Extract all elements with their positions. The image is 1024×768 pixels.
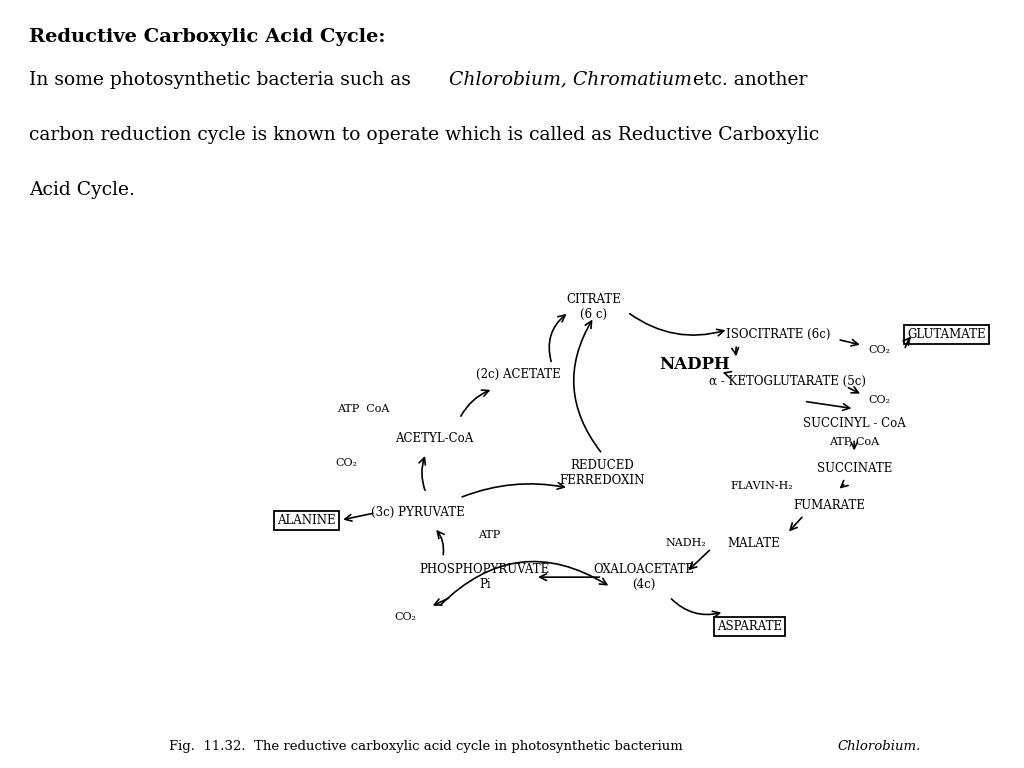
Text: SUCCINYL - CoA: SUCCINYL - CoA [803, 417, 905, 430]
Text: CO₂: CO₂ [335, 458, 357, 468]
Text: Chlorobium, Chromatium: Chlorobium, Chromatium [449, 71, 692, 88]
Text: Reductive Carboxylic Acid Cycle:: Reductive Carboxylic Acid Cycle: [29, 28, 385, 46]
Text: REDUCED
FERREDOXIN: REDUCED FERREDOXIN [560, 459, 645, 487]
Text: Fig.  11.32.  The reductive carboxylic acid cycle in photosynthetic bacterium: Fig. 11.32. The reductive carboxylic aci… [169, 740, 687, 753]
Text: CO₂: CO₂ [868, 395, 891, 405]
Text: CITRATE
(6 c): CITRATE (6 c) [566, 293, 622, 321]
Text: α - KETOGLUTARATE (5c): α - KETOGLUTARATE (5c) [709, 375, 865, 388]
Text: GLUTAMATE: GLUTAMATE [907, 328, 986, 341]
Text: NADH₂: NADH₂ [666, 538, 707, 548]
Text: (3c) PYRUVATE: (3c) PYRUVATE [371, 506, 465, 519]
Text: etc. another: etc. another [687, 71, 808, 88]
Text: NADPH: NADPH [659, 356, 730, 372]
Text: ATP  CoA: ATP CoA [337, 404, 389, 414]
Text: ASPARATE: ASPARATE [717, 621, 781, 633]
Text: ALANINE: ALANINE [278, 514, 336, 527]
Text: CO₂: CO₂ [394, 612, 416, 622]
Text: ACETYL-CoA: ACETYL-CoA [395, 432, 473, 445]
Text: ATP: ATP [478, 530, 500, 540]
Text: carbon reduction cycle is known to operate which is called as Reductive Carboxyl: carbon reduction cycle is known to opera… [29, 126, 819, 144]
Text: ATP, CoA: ATP, CoA [829, 436, 880, 446]
Text: MALATE: MALATE [727, 537, 780, 550]
Text: Acid Cycle.: Acid Cycle. [29, 181, 134, 199]
Text: PHOSPHOPYRUVATE
Pi: PHOSPHOPYRUVATE Pi [420, 563, 550, 591]
Text: OXALOACETATE
(4c): OXALOACETATE (4c) [594, 563, 695, 591]
Text: (2c) ACETATE: (2c) ACETATE [476, 368, 561, 381]
Text: FUMARATE: FUMARATE [793, 499, 865, 511]
Text: FLAVIN-H₂: FLAVIN-H₂ [730, 481, 794, 491]
Text: CO₂: CO₂ [868, 346, 891, 356]
Text: Chlorobium.: Chlorobium. [838, 740, 921, 753]
Text: SUCCINATE: SUCCINATE [816, 462, 892, 475]
Text: ISOCITRATE (6c): ISOCITRATE (6c) [726, 328, 830, 341]
Text: In some photosynthetic bacteria such as: In some photosynthetic bacteria such as [29, 71, 417, 88]
